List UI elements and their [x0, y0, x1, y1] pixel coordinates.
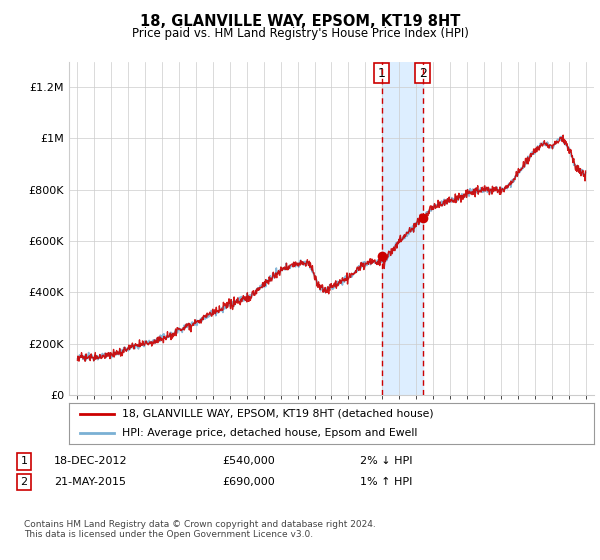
Text: 2: 2	[419, 67, 427, 80]
Text: 2% ↓ HPI: 2% ↓ HPI	[360, 456, 413, 466]
Text: 18, GLANVILLE WAY, EPSOM, KT19 8HT (detached house): 18, GLANVILLE WAY, EPSOM, KT19 8HT (deta…	[121, 409, 433, 419]
Text: Price paid vs. HM Land Registry's House Price Index (HPI): Price paid vs. HM Land Registry's House …	[131, 27, 469, 40]
Text: 18-DEC-2012: 18-DEC-2012	[54, 456, 128, 466]
Text: 21-MAY-2015: 21-MAY-2015	[54, 477, 126, 487]
Text: 2: 2	[20, 477, 28, 487]
Text: 1: 1	[20, 456, 28, 466]
Text: 1: 1	[377, 67, 386, 80]
Text: 1% ↑ HPI: 1% ↑ HPI	[360, 477, 412, 487]
Text: Contains HM Land Registry data © Crown copyright and database right 2024.
This d: Contains HM Land Registry data © Crown c…	[24, 520, 376, 539]
Bar	[382, 62, 422, 395]
Text: £540,000: £540,000	[222, 456, 275, 466]
Text: £690,000: £690,000	[222, 477, 275, 487]
Text: HPI: Average price, detached house, Epsom and Ewell: HPI: Average price, detached house, Epso…	[121, 428, 417, 438]
Text: 18, GLANVILLE WAY, EPSOM, KT19 8HT: 18, GLANVILLE WAY, EPSOM, KT19 8HT	[140, 14, 460, 29]
